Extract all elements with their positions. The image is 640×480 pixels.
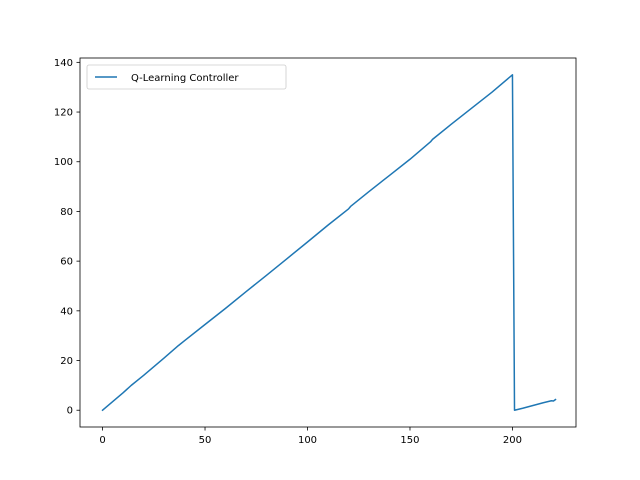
axes: 0 50 100 150 200 0 20 40 60 80 100 120 140	[54, 57, 577, 446]
y-tick-label: 0	[67, 406, 73, 417]
y-tick-label: 60	[60, 257, 73, 268]
x-tick-label: 50	[199, 435, 212, 446]
y-tick-label: 140	[54, 58, 73, 69]
y-tick-label: 40	[60, 306, 73, 317]
legend: Q-Learning Controller	[86, 64, 287, 90]
plot-area	[101, 74, 557, 412]
legend-label: Q-Learning Controller	[131, 73, 239, 84]
x-tick-label: 100	[298, 435, 317, 446]
y-tick-label: 120	[54, 108, 73, 119]
series-line-0	[101, 74, 557, 412]
axes-frame	[79, 57, 577, 428]
x-tick-label: 150	[400, 435, 419, 446]
y-tick-label: 20	[60, 356, 73, 367]
legend-box	[86, 64, 287, 90]
x-tick-label: 200	[503, 435, 522, 446]
x-tick-label: 0	[99, 435, 105, 446]
y-tick-label: 100	[54, 157, 73, 168]
y-tick-label: 80	[60, 207, 73, 218]
